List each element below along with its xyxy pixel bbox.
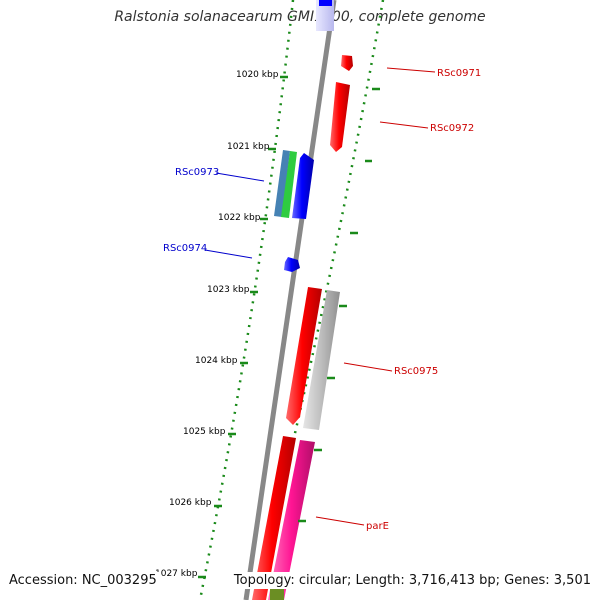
map-title: Ralstonia solanacearum GMI1000, complete… (114, 9, 486, 25)
scale-label-1023: 1023 kbp (207, 285, 250, 295)
genome-summary-text: Topology: circular; Length: 3,716,413 bp… (230, 572, 594, 589)
gene-green-bottom[interactable] (270, 588, 284, 600)
gene-rsc0973-blue[interactable] (292, 153, 314, 219)
genome-backbone (243, 0, 337, 600)
scale-label-1027: 1027 kbp (155, 569, 198, 579)
label-leaders (204, 67, 436, 526)
gene-label-rsc0974[interactable]: RSc0974 (163, 243, 207, 254)
outer-dotted-track (253, 0, 385, 600)
scale-labels: 1020 kbp 1021 kbp 1022 kbp 1023 kbp 1024… (155, 70, 279, 579)
gene-labels: RSc0971 RSc0972 RSc0973 RSc0974 RSc0975 … (163, 68, 481, 532)
gene-feature-pale[interactable] (316, 0, 334, 31)
scale-label-1020: 1020 kbp (236, 70, 279, 80)
gene-rsc0971[interactable] (341, 55, 353, 71)
gene-label-rsc0975[interactable]: RSc0975 (394, 366, 438, 377)
gene-feature-blue-top[interactable] (319, 0, 332, 6)
gene-rsc0975-red[interactable] (286, 287, 322, 425)
gene-parE[interactable] (268, 440, 315, 600)
gene-rsc0972[interactable] (330, 82, 350, 152)
gene-rsc0974[interactable] (284, 257, 300, 272)
gene-label-rsc0972[interactable]: RSc0972 (430, 123, 474, 134)
gene-red-lower[interactable] (252, 436, 296, 600)
scale-label-1022: 1022 kbp (218, 213, 261, 223)
scale-label-1021: 1021 kbp (227, 142, 270, 152)
scale-ticks (198, 75, 380, 579)
gene-rsc0975-grey[interactable] (303, 290, 340, 430)
scale-label-1024: 1024 kbp (195, 356, 238, 366)
gene-rsc0973-steel[interactable] (274, 150, 290, 217)
gene-label-rsc0971[interactable]: RSc0971 (437, 68, 481, 79)
inner-dotted-track (198, 0, 295, 600)
gene-rsc0973-green[interactable] (281, 151, 297, 218)
scale-label-1026: 1026 kbp (169, 498, 212, 508)
gene-label-parE[interactable]: parE (366, 521, 389, 532)
accession-text: Accession: NC_003295 (6, 572, 160, 589)
gene-label-rsc0973[interactable]: RSc0973 (175, 167, 219, 178)
scale-label-1025: 1025 kbp (183, 427, 226, 437)
